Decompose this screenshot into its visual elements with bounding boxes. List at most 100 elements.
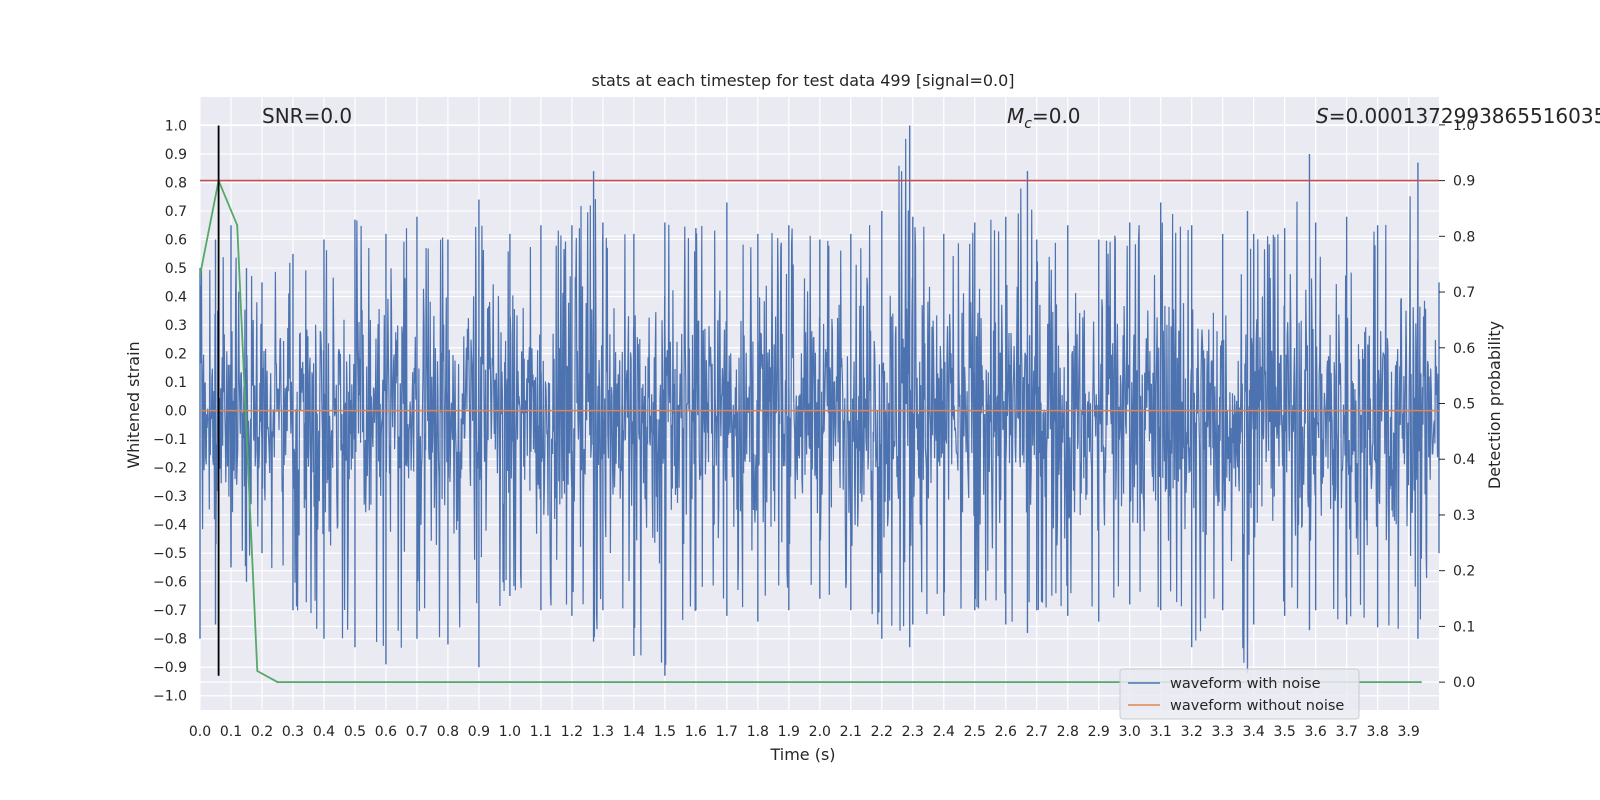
y-right-tick-label-8: 0.2: [1453, 564, 1475, 580]
y-tick-label-10: 0.0: [165, 404, 187, 420]
snr-annotation: SNR=0.0: [262, 104, 352, 128]
y-tick-label-17: −0.7: [153, 603, 187, 619]
y-tick-label-8: 0.2: [165, 347, 187, 363]
x-tick-label-38: 3.8: [1367, 724, 1389, 740]
x-tick-label-32: 3.2: [1181, 724, 1203, 740]
snr-value: =0.0: [304, 104, 353, 128]
chirp-mass-subscript: c: [1024, 116, 1032, 132]
y-right-tick-label-6: 0.4: [1453, 452, 1475, 468]
x-tick-label-0: 0.0: [189, 724, 211, 740]
y-right-tick-label-10: 0.0: [1453, 675, 1475, 691]
detection-probability-point-2: [236, 224, 239, 227]
x-tick-label-8: 0.8: [437, 724, 459, 740]
chart-title: stats at each timestep for test data 499…: [591, 71, 1014, 90]
x-tick-label-7: 0.7: [406, 724, 428, 740]
x-tick-label-9: 0.9: [468, 724, 490, 740]
y-right-axis-label: Detection probability: [1485, 321, 1504, 489]
s-annotation: S=0.0001372993865516035: [1316, 104, 1600, 128]
x-tick-label-25: 2.5: [964, 724, 986, 740]
y-tick-label-3: 0.7: [165, 204, 187, 220]
x-tick-label-13: 1.3: [592, 724, 614, 740]
x-tick-label-20: 2.0: [809, 724, 831, 740]
x-tick-label-29: 2.9: [1088, 724, 1110, 740]
x-tick-label-39: 3.9: [1397, 724, 1419, 740]
x-tick-label-31: 3.1: [1150, 724, 1172, 740]
detection-probability-point-10: [973, 681, 976, 684]
x-axis-ticks: 0.0 0.1 0.2 0.3 0.4 0.5 0.6 0.7 0.8 0.9 1.0 1.1 1.2 1…: [189, 724, 1420, 740]
x-tick-label-26: 2.6: [995, 724, 1017, 740]
y-right-tick-label-1: 0.9: [1453, 174, 1475, 190]
x-tick-label-17: 1.7: [716, 724, 738, 740]
y-tick-label-13: −0.3: [153, 489, 187, 505]
snr-prefix: SNR: [262, 104, 304, 128]
y-tick-label-20: −1.0: [153, 689, 187, 705]
detection-probability-point-4: [276, 681, 279, 684]
y-right-tick-label-3: 0.7: [1453, 285, 1475, 301]
y-axis-label: Whitened strain: [124, 341, 143, 468]
x-tick-label-28: 2.8: [1057, 724, 1079, 740]
y-tick-label-11: −0.1: [153, 432, 187, 448]
x-tick-label-15: 1.5: [654, 724, 676, 740]
detection-probability-point-6: [354, 681, 356, 684]
x-tick-label-19: 1.9: [778, 724, 800, 740]
y-right-tick-label-4: 0.6: [1453, 341, 1475, 357]
x-tick-label-4: 0.4: [313, 724, 335, 740]
y-tick-label-0: 1.0: [165, 119, 187, 135]
detection-probability-point-0: [199, 274, 201, 277]
y-tick-label-16: −0.6: [153, 575, 187, 591]
x-tick-label-11: 1.1: [530, 724, 552, 740]
overlay-lines: [199, 125, 1439, 684]
x-tick-label-21: 2.1: [840, 724, 862, 740]
x-tick-label-18: 1.8: [747, 724, 769, 740]
y-right-tick-label-7: 0.3: [1453, 508, 1475, 524]
y-right-tick-label-5: 0.5: [1453, 397, 1475, 413]
y-tick-label-19: −0.9: [153, 660, 187, 676]
y-axis-ticks: 1.0 0.9 0.8 0.7 0.6 0.5 0.4 0.3 0.2 0.1 0.0 −0.1 −0.…: [153, 119, 187, 705]
y-right-tick-label-2: 0.8: [1453, 229, 1475, 245]
legend-label-clean: waveform without noise: [1170, 698, 1344, 714]
y-right-axis-ticks: 1.0 0.9 0.8 0.7 0.6 0.5 0.4 0.3 0.2 0.1 0.0: [1439, 118, 1475, 691]
x-tick-label-3: 0.3: [282, 724, 304, 740]
x-tick-label-34: 3.4: [1243, 724, 1265, 740]
x-axis-label: Time (s): [769, 745, 835, 764]
x-tick-label-30: 3.0: [1119, 724, 1141, 740]
x-tick-label-2: 0.2: [251, 724, 273, 740]
chirp-mass-value: =0.0: [1032, 104, 1081, 128]
legend-box: [1119, 668, 1360, 720]
y-tick-label-9: 0.1: [165, 375, 187, 391]
x-tick-label-16: 1.6: [685, 724, 707, 740]
x-tick-label-37: 3.7: [1336, 724, 1358, 740]
x-tick-label-22: 2.2: [871, 724, 893, 740]
x-tick-label-6: 0.6: [375, 724, 397, 740]
detection-probability-point-7: [509, 681, 511, 684]
x-tick-label-14: 1.4: [623, 724, 645, 740]
detection-probability-point-5: [292, 681, 294, 684]
y-right-tick-label-0: 1.0: [1453, 118, 1475, 134]
x-tick-label-36: 3.6: [1305, 724, 1327, 740]
y-tick-label-18: −0.8: [153, 632, 187, 648]
y-tick-label-4: 0.6: [165, 233, 187, 249]
y-tick-label-15: −0.5: [153, 546, 187, 562]
x-tick-label-12: 1.2: [561, 724, 583, 740]
detection-probability-point-13: [1420, 681, 1422, 684]
y-tick-label-6: 0.4: [165, 290, 187, 306]
y-tick-label-14: −0.4: [153, 518, 187, 534]
y-tick-label-7: 0.3: [165, 318, 187, 334]
legend-label-noise: waveform with noise: [1170, 676, 1321, 692]
legend: waveform with noise waveform without noi…: [1119, 668, 1360, 720]
y-right-tick-label-9: 0.1: [1453, 619, 1475, 635]
detection-probability-point-3: [256, 670, 259, 672]
chirp-mass-annotation: Mc=0.0: [1007, 104, 1081, 132]
x-tick-label-5: 0.5: [344, 724, 366, 740]
y-tick-label-2: 0.8: [165, 176, 187, 192]
y-tick-label-5: 0.5: [165, 261, 187, 277]
chirp-mass-symbol: M: [1007, 104, 1024, 128]
x-tick-label-27: 2.7: [1026, 724, 1048, 740]
detection-probability-line: [199, 179, 1421, 683]
detection-probability-point-8: [663, 681, 666, 684]
y-tick-label-12: −0.2: [153, 461, 187, 477]
s-symbol: S: [1316, 104, 1329, 128]
x-tick-label-1: 0.1: [220, 724, 242, 740]
x-tick-label-10: 1.0: [499, 724, 521, 740]
